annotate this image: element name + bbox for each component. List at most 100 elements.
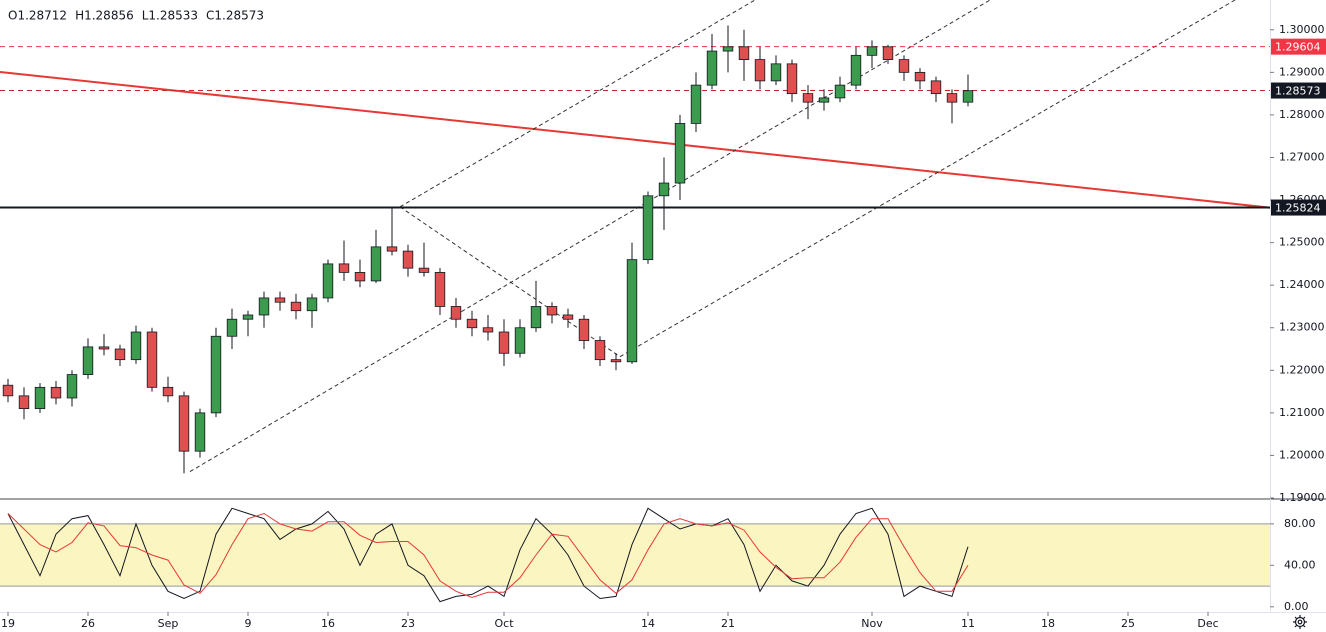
oscillator-line — [7, 507, 969, 603]
candle-body — [866, 46, 878, 56]
candle-body — [802, 93, 814, 103]
y-tick-label: 80.00 — [1284, 517, 1316, 530]
candle-body — [882, 46, 894, 60]
candle-body — [706, 50, 718, 86]
candle-body — [290, 301, 302, 312]
candle-body — [610, 359, 622, 363]
candle-body — [18, 395, 30, 410]
candle-body — [674, 123, 686, 184]
candle-body — [930, 80, 942, 95]
x-tick-label: 23 — [401, 617, 415, 630]
candle-body — [354, 272, 366, 282]
candle-body — [914, 71, 926, 82]
trend-line — [0, 70, 1270, 209]
x-tick-label: 26 — [81, 617, 95, 630]
candle-body — [450, 306, 462, 320]
x-tick-label: 16 — [321, 617, 335, 630]
x-tick-label: 18 — [1041, 617, 1055, 630]
x-tick-label: 25 — [1121, 617, 1135, 630]
candle-body — [690, 84, 702, 124]
candle-body — [562, 314, 574, 320]
x-tick-label: 19 — [1, 617, 15, 630]
x-tick-label: Oct — [494, 617, 514, 630]
x-tick-label: 14 — [641, 617, 655, 630]
legend-value: L1.28533 — [142, 9, 198, 23]
oscillator-line — [7, 512, 969, 599]
candle-body — [82, 346, 94, 375]
candle-body — [50, 386, 62, 399]
y-tick-label: 1.21000 — [1279, 406, 1325, 419]
candle-body — [850, 54, 862, 86]
candle-body — [818, 97, 830, 103]
x-tick-label: 21 — [721, 617, 735, 630]
candle-body — [626, 259, 638, 363]
candle-body — [514, 327, 526, 354]
candle-body — [386, 246, 398, 252]
price-label-bg — [1271, 82, 1326, 99]
y-tick-label: 1.23000 — [1279, 321, 1325, 334]
candle-body — [274, 297, 286, 303]
candle-body — [834, 84, 846, 99]
candle-body — [34, 386, 46, 410]
candle-body — [578, 318, 590, 341]
candle-body — [434, 272, 446, 307]
y-tick-label: 1.20000 — [1279, 448, 1325, 461]
legend-value: H1.28856 — [75, 9, 134, 23]
candle-body — [146, 331, 158, 388]
x-tick-label: Nov — [861, 617, 883, 630]
trend-line — [399, 206, 621, 358]
x-tick-label: 11 — [961, 617, 975, 630]
price-label: 1.29604 — [1275, 41, 1321, 54]
candle-body — [770, 63, 782, 82]
candle-body — [738, 46, 750, 60]
y-tick-label: 1.25000 — [1279, 236, 1325, 249]
axes: 1.19000 1.20000 1.21000 1.22000 1.23000 1.240… — [1, 23, 1326, 630]
candle-body — [786, 63, 798, 95]
candle-body — [962, 90, 974, 103]
candle-body — [242, 314, 254, 320]
candle-body — [98, 346, 110, 350]
candle-body — [946, 93, 958, 103]
y-tick-label: 1.19000 — [1279, 491, 1325, 504]
candle-body — [754, 59, 766, 82]
candle-body — [258, 297, 270, 316]
candle-body — [370, 246, 382, 282]
x-tick-label: Sep — [158, 617, 179, 630]
candle-body — [402, 250, 414, 269]
x-tick-label: 9 — [245, 617, 252, 630]
candle-body — [162, 386, 174, 397]
candle-body — [482, 327, 494, 333]
candle-body — [466, 318, 478, 329]
candle-body — [2, 384, 14, 397]
candle-body — [530, 306, 542, 329]
y-tick-label: 1.24000 — [1279, 278, 1325, 291]
candle-body — [594, 340, 606, 361]
legend-value: O1.28712 — [8, 9, 67, 23]
y-tick-label: 1.30000 — [1279, 23, 1325, 36]
candle-body — [226, 318, 238, 337]
candle-body — [898, 59, 910, 73]
y-tick-label: 0.00 — [1284, 600, 1309, 613]
candle-body — [194, 412, 206, 452]
candle-body — [418, 267, 430, 273]
price-label-bg — [1271, 199, 1326, 216]
price-label-bg — [1271, 38, 1326, 55]
candle-body — [114, 348, 126, 361]
legend-value: C1.28573 — [206, 9, 264, 23]
candle-body — [642, 195, 654, 261]
price-label: 1.25824 — [1275, 202, 1321, 215]
candle-body — [178, 395, 190, 452]
candle-body — [306, 297, 318, 312]
y-tick-label: 1.27000 — [1279, 150, 1325, 163]
y-tick-label: 1.28000 — [1279, 108, 1325, 121]
price-pane — [0, 0, 1270, 474]
oscillator-band — [0, 523, 1270, 587]
x-tick-label: Dec — [1197, 617, 1218, 630]
candle-body — [722, 46, 734, 52]
candle-body — [658, 182, 670, 197]
candle-body — [210, 335, 222, 414]
candle-body — [498, 331, 510, 354]
settings-icon[interactable] — [1293, 615, 1307, 629]
candle-body — [322, 263, 334, 299]
